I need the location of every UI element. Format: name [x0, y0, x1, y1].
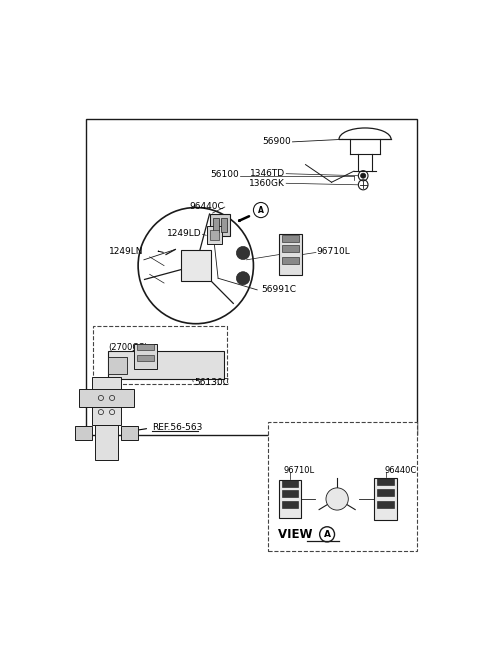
Text: 96440C: 96440C — [385, 466, 417, 475]
Bar — [268, 422, 417, 551]
Bar — [79, 390, 134, 407]
Bar — [282, 235, 299, 242]
Text: 56170B: 56170B — [170, 352, 204, 361]
Text: 96440C: 96440C — [189, 201, 224, 211]
Text: 56991C: 56991C — [261, 285, 296, 295]
Bar — [282, 490, 298, 497]
Bar — [282, 245, 299, 252]
Bar — [279, 480, 301, 518]
Text: A: A — [258, 205, 264, 215]
Bar — [121, 426, 138, 440]
Bar — [377, 478, 394, 485]
Text: A: A — [324, 530, 331, 539]
Text: (2700CC): (2700CC) — [108, 343, 148, 352]
Text: 1346TD: 1346TD — [250, 169, 285, 178]
Bar — [377, 489, 394, 496]
Bar — [377, 501, 394, 508]
Bar — [210, 230, 219, 240]
Ellipse shape — [326, 488, 348, 510]
Bar — [279, 234, 302, 275]
Bar — [181, 251, 211, 281]
Text: 1360GK: 1360GK — [249, 179, 285, 188]
Bar — [282, 256, 299, 264]
Ellipse shape — [236, 272, 250, 285]
Bar — [75, 426, 92, 440]
Text: 1249LN: 1249LN — [109, 247, 144, 256]
Bar — [92, 377, 121, 424]
Bar — [108, 352, 224, 379]
Ellipse shape — [360, 173, 366, 178]
Bar — [134, 344, 156, 369]
Ellipse shape — [236, 247, 250, 260]
Bar — [210, 214, 230, 236]
Text: 96710L: 96710L — [283, 466, 314, 475]
Text: 56130C: 56130C — [194, 379, 229, 387]
Bar — [282, 480, 298, 487]
Bar — [137, 344, 154, 350]
Bar — [374, 478, 396, 520]
Text: VIEW: VIEW — [278, 528, 317, 541]
Text: 96710L: 96710L — [317, 247, 350, 256]
Bar — [86, 119, 417, 435]
Bar — [108, 356, 127, 374]
Bar — [221, 218, 228, 232]
Bar — [94, 326, 228, 384]
Text: 1249LD: 1249LD — [167, 230, 202, 238]
Bar — [213, 218, 219, 232]
Text: 56100: 56100 — [210, 170, 239, 179]
Bar — [137, 354, 154, 361]
Bar — [96, 424, 118, 460]
Text: 56900: 56900 — [262, 137, 290, 146]
Text: REF.56-563: REF.56-563 — [152, 422, 203, 432]
Bar — [207, 226, 222, 245]
Bar — [282, 501, 298, 508]
